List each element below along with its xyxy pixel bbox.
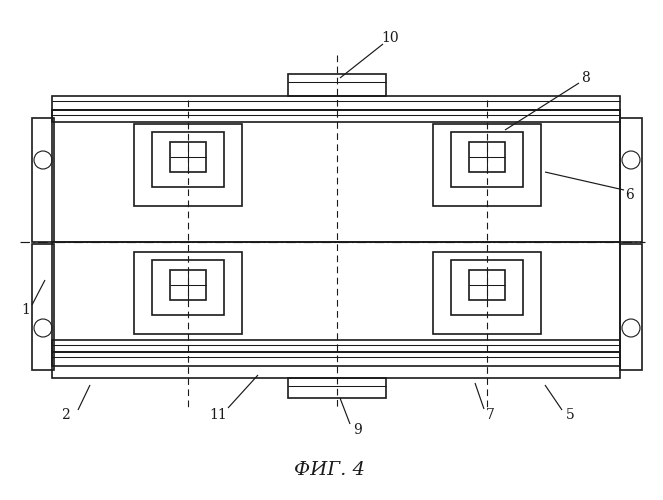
Bar [52,110,620,122]
Bar [52,340,620,352]
Bar [170,142,206,172]
Text: 10: 10 [381,31,399,45]
Bar [288,378,386,398]
Bar [52,352,620,366]
Text: 9: 9 [353,423,363,437]
Text: 7: 7 [485,408,495,422]
Text: 11: 11 [209,408,227,422]
Bar [469,142,505,172]
Bar [170,270,206,300]
Bar [469,270,505,300]
Bar [288,74,386,96]
Text: ФИГ. 4: ФИГ. 4 [294,461,365,479]
Bar [451,260,523,315]
Bar [433,252,541,334]
Bar [32,244,54,370]
Text: 6: 6 [626,188,634,202]
Text: 8: 8 [581,71,590,85]
Bar [152,260,224,315]
Text: 5: 5 [566,408,574,422]
Bar [52,96,620,110]
Bar [52,242,620,378]
Bar [152,132,224,187]
Text: 1: 1 [22,303,30,317]
Bar [134,124,242,206]
Bar [620,118,642,242]
Bar [451,132,523,187]
Bar [433,124,541,206]
Text: 2: 2 [60,408,70,422]
Bar [620,244,642,370]
Bar [32,118,54,242]
Bar [52,110,620,242]
Bar [134,252,242,334]
